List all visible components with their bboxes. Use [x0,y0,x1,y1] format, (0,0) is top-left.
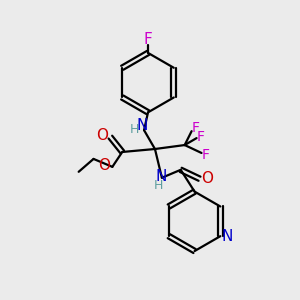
Text: N: N [222,229,233,244]
Text: O: O [202,171,214,186]
Text: F: F [196,130,205,144]
Text: N: N [136,118,148,133]
Text: F: F [202,148,209,162]
Text: F: F [192,121,200,135]
Text: O: O [96,128,108,142]
Text: H: H [154,179,164,192]
Text: F: F [144,32,152,46]
Text: O: O [98,158,110,173]
Text: N: N [155,169,166,184]
Text: H: H [130,123,139,136]
